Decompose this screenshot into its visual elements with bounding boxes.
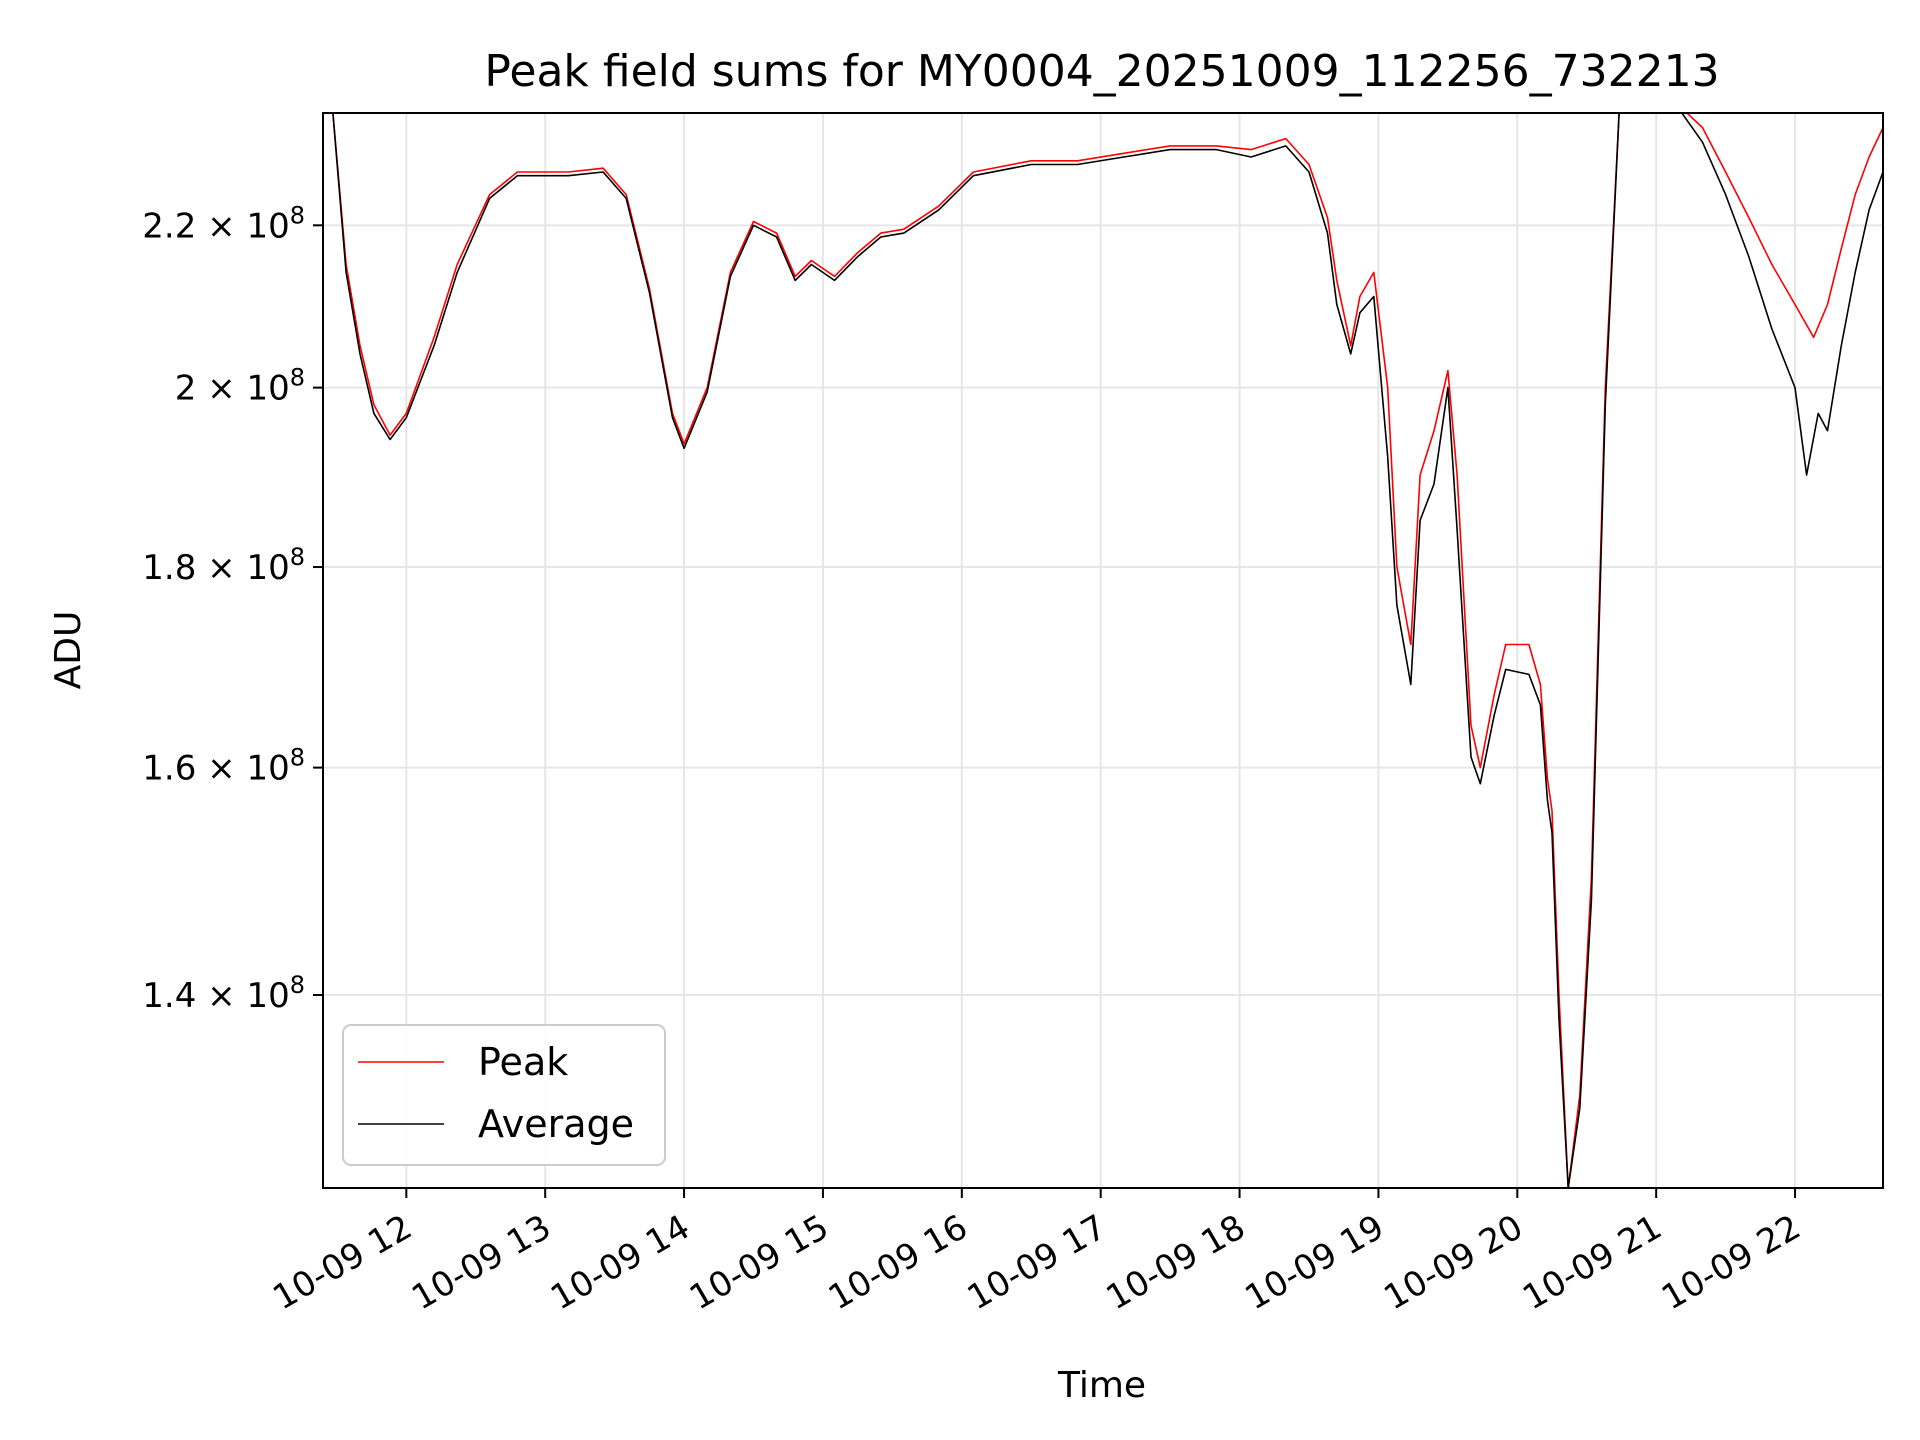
plot-region	[332, 113, 1883, 1188]
legend-label-peak: Peak	[478, 1040, 568, 1084]
x-axis-label: Time	[1057, 1365, 1146, 1406]
y-axis: 1.4 × 108 1.6 × 108 1.8 × 108 2 × 108 2.2 × …	[142, 201, 323, 1016]
y-tick-label: 1.8 × 108	[142, 543, 305, 588]
chart-title: Peak field sums for MY0004_20251009_1122…	[484, 46, 1719, 97]
plot-frame	[322, 112, 1884, 1189]
legend-box	[342, 1024, 666, 1166]
y-tick-label: 2.2 × 108	[142, 201, 305, 246]
y-tick-label: 1.4 × 108	[142, 971, 305, 1016]
grid-lines	[323, 113, 1883, 1188]
series-average-line	[332, 113, 1883, 1188]
y-tick-label: 1.6 × 108	[142, 744, 305, 789]
legend-label-average: Average	[478, 1102, 634, 1146]
series-peak-line	[332, 113, 1883, 1188]
y-axis-label: ADU	[48, 611, 89, 690]
legend: Peak Average	[342, 1024, 666, 1166]
y-tick-label: 2 × 108	[175, 364, 305, 409]
